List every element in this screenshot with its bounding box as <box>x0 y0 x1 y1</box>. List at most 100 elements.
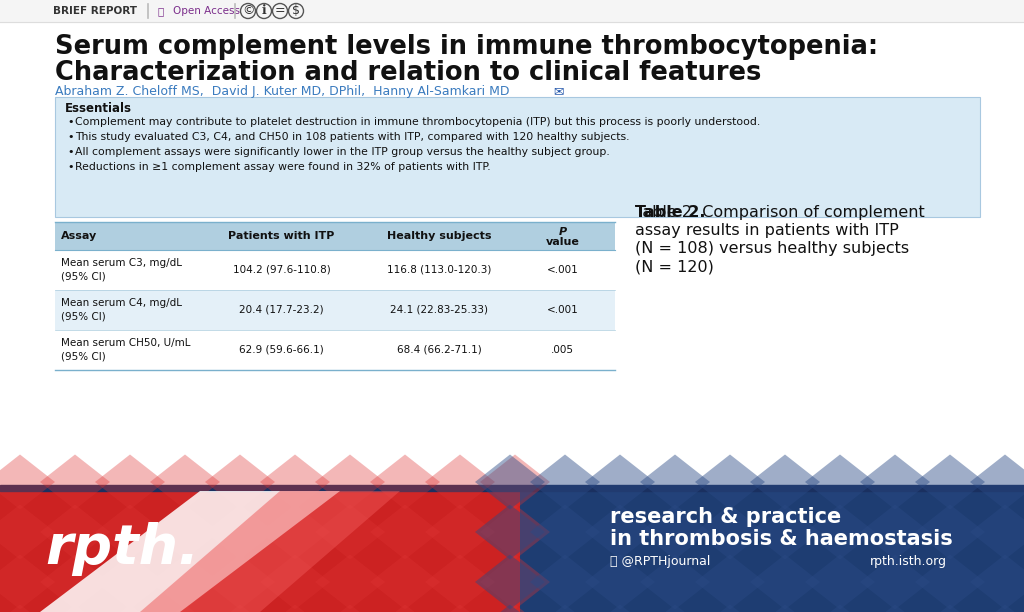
Bar <box>520 491 1024 612</box>
Polygon shape <box>480 605 550 612</box>
Polygon shape <box>315 605 385 612</box>
Text: 24.1 (22.83-25.33): 24.1 (22.83-25.33) <box>390 305 488 315</box>
Polygon shape <box>205 455 275 510</box>
Polygon shape <box>260 455 330 510</box>
Text: 20.4 (17.7-23.2): 20.4 (17.7-23.2) <box>240 305 324 315</box>
Polygon shape <box>915 504 985 559</box>
Polygon shape <box>260 605 330 612</box>
Polygon shape <box>425 504 495 559</box>
Polygon shape <box>150 504 220 559</box>
Bar <box>0 491 520 612</box>
Polygon shape <box>205 504 275 559</box>
Text: rpth.: rpth. <box>45 523 200 577</box>
Polygon shape <box>970 455 1024 510</box>
Polygon shape <box>475 605 545 612</box>
Polygon shape <box>970 554 1024 610</box>
Text: Assay: Assay <box>61 231 97 241</box>
Text: Mean serum CH50, U/mL
(95% CI): Mean serum CH50, U/mL (95% CI) <box>61 338 190 362</box>
Polygon shape <box>585 554 655 610</box>
Polygon shape <box>40 491 340 612</box>
Text: rpth.isth.org: rpth.isth.org <box>870 555 947 568</box>
Text: 68.4 (66.2-71.1): 68.4 (66.2-71.1) <box>396 345 481 355</box>
Text: ©: © <box>242 4 254 18</box>
Polygon shape <box>95 455 165 510</box>
Polygon shape <box>475 504 545 559</box>
Polygon shape <box>260 504 330 559</box>
Polygon shape <box>150 455 220 510</box>
Polygon shape <box>140 491 400 612</box>
Polygon shape <box>370 504 440 559</box>
Polygon shape <box>260 554 330 610</box>
Bar <box>55 330 615 370</box>
Polygon shape <box>95 554 165 610</box>
Text: 104.2 (97.6-110.8): 104.2 (97.6-110.8) <box>232 265 331 275</box>
Polygon shape <box>150 554 220 610</box>
Polygon shape <box>0 455 55 510</box>
Polygon shape <box>40 605 110 612</box>
Text: •: • <box>67 147 74 157</box>
Polygon shape <box>480 554 550 610</box>
Text: .005: .005 <box>551 345 574 355</box>
Text: (N = 108) versus healthy subjects: (N = 108) versus healthy subjects <box>635 241 909 256</box>
Text: ✉: ✉ <box>553 85 563 98</box>
Text: <.001: <.001 <box>547 305 579 315</box>
Text: Mean serum C4, mg/dL
(95% CI): Mean serum C4, mg/dL (95% CI) <box>61 299 182 321</box>
Bar <box>55 97 980 217</box>
Polygon shape <box>640 455 710 510</box>
Text: in thrombosis & haemostasis: in thrombosis & haemostasis <box>610 529 952 549</box>
Text: Table 2. Comparison of complement: Table 2. Comparison of complement <box>635 205 925 220</box>
Text: Patients with ITP: Patients with ITP <box>228 231 335 241</box>
Text: value: value <box>546 237 580 247</box>
Polygon shape <box>750 605 820 612</box>
Text: <.001: <.001 <box>547 265 579 275</box>
Polygon shape <box>860 455 930 510</box>
Polygon shape <box>475 554 545 610</box>
Polygon shape <box>40 504 110 559</box>
Text: 🐦 @RPTHjournal: 🐦 @RPTHjournal <box>610 555 711 568</box>
Text: 116.8 (113.0-120.3): 116.8 (113.0-120.3) <box>387 265 492 275</box>
Text: Reductions in ≥1 complement assay were found in 32% of patients with ITP.: Reductions in ≥1 complement assay were f… <box>75 162 490 172</box>
Text: •: • <box>67 117 74 127</box>
Text: Open Access: Open Access <box>173 6 240 16</box>
Polygon shape <box>95 605 165 612</box>
Text: Serum complement levels in immune thrombocytopenia:: Serum complement levels in immune thromb… <box>55 34 879 60</box>
Polygon shape <box>860 605 930 612</box>
Polygon shape <box>970 504 1024 559</box>
Text: $: $ <box>292 4 300 18</box>
Polygon shape <box>315 504 385 559</box>
Polygon shape <box>315 554 385 610</box>
Text: 🔓: 🔓 <box>158 6 164 16</box>
Text: ℹ: ℹ <box>261 4 266 18</box>
Polygon shape <box>750 504 820 559</box>
Polygon shape <box>370 605 440 612</box>
Polygon shape <box>915 455 985 510</box>
Polygon shape <box>370 455 440 510</box>
Polygon shape <box>860 554 930 610</box>
Polygon shape <box>480 504 550 559</box>
Polygon shape <box>530 605 600 612</box>
Polygon shape <box>0 504 55 559</box>
Text: Characterization and relation to clinical features: Characterization and relation to clinica… <box>55 60 762 86</box>
Text: research & practice: research & practice <box>610 507 842 527</box>
Text: BRIEF REPORT: BRIEF REPORT <box>53 6 137 16</box>
Text: Table 2.: Table 2. <box>635 205 706 220</box>
Text: •: • <box>67 162 74 172</box>
Polygon shape <box>150 605 220 612</box>
Polygon shape <box>530 554 600 610</box>
Polygon shape <box>480 455 550 510</box>
Polygon shape <box>970 605 1024 612</box>
Polygon shape <box>205 554 275 610</box>
Bar <box>55 222 615 250</box>
Polygon shape <box>640 554 710 610</box>
Text: Healthy subjects: Healthy subjects <box>387 231 492 241</box>
Text: This study evaluated C3, C4, and CH50 in 108 patients with ITP, compared with 12: This study evaluated C3, C4, and CH50 in… <box>75 132 630 142</box>
Bar <box>0 485 1024 491</box>
Polygon shape <box>805 504 874 559</box>
Polygon shape <box>915 554 985 610</box>
Polygon shape <box>530 455 600 510</box>
Polygon shape <box>315 455 385 510</box>
Polygon shape <box>805 455 874 510</box>
Text: Mean serum C3, mg/dL
(95% CI): Mean serum C3, mg/dL (95% CI) <box>61 258 182 282</box>
Polygon shape <box>40 455 110 510</box>
Polygon shape <box>475 455 545 510</box>
